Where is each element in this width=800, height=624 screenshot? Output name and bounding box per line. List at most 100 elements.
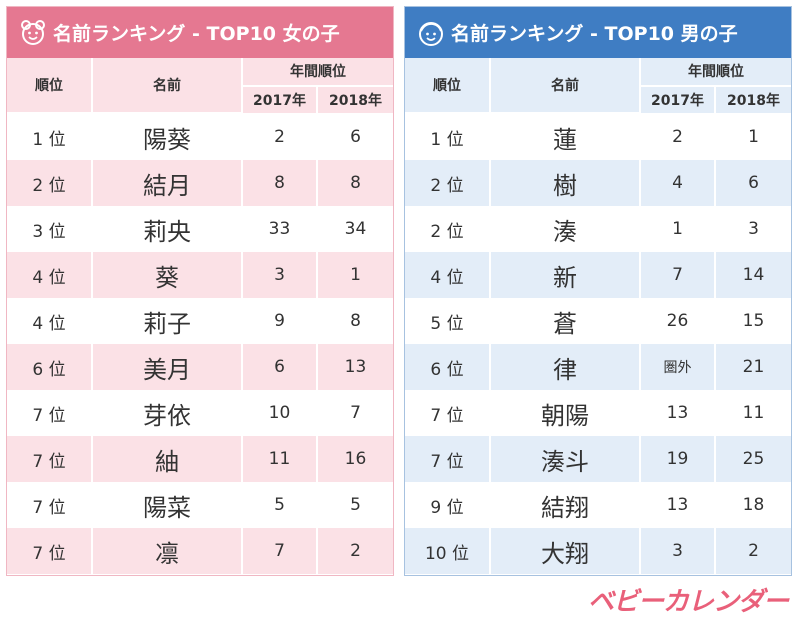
year-2018-header: 2018年 <box>715 85 791 113</box>
rank-column-header: 順位 <box>405 58 491 114</box>
boys-panel-title: 名前ランキング - TOP10 男の子 <box>451 23 738 45</box>
year-2018-cell: 2 <box>317 528 393 574</box>
year-2018-cell: 14 <box>715 252 791 298</box>
table-row: 4 位莉子 9 8 <box>7 298 393 344</box>
table-row: 9 位結翔 13 18 <box>405 482 791 528</box>
name-cell: 結月 <box>92 160 243 206</box>
name-cell: 紬 <box>92 436 243 482</box>
year-2017-cell: 3 <box>640 528 716 574</box>
year-2017-cell: 5 <box>242 482 318 528</box>
year-2018-cell: 16 <box>317 436 393 482</box>
year-2017-cell: 3 <box>242 252 318 298</box>
name-column-header: 名前 <box>92 58 243 114</box>
table-row: 5 位蒼 26 15 <box>405 298 791 344</box>
year-2018-cell: 8 <box>317 160 393 206</box>
year-2018-cell: 7 <box>317 390 393 436</box>
rank-cell: 2 位 <box>7 160 93 206</box>
year-2017-cell: 7 <box>242 528 318 574</box>
name-cell: 結翔 <box>490 482 641 528</box>
year-2017-cell: 13 <box>640 482 716 528</box>
rank-cell: 2 位 <box>405 206 491 252</box>
year-2017-cell: 6 <box>242 344 318 390</box>
rank-cell: 4 位 <box>7 298 93 344</box>
name-cell: 蓮 <box>490 113 641 160</box>
year-2018-cell: 15 <box>715 298 791 344</box>
year-2018-cell: 2 <box>715 528 791 574</box>
table-row: 4 位新 7 14 <box>405 252 791 298</box>
year-2017-cell: 2 <box>242 113 318 160</box>
table-row: 10 位大翔 3 2 <box>405 528 791 574</box>
rank-column-header: 順位 <box>7 58 93 114</box>
year-2018-cell: 21 <box>715 344 791 390</box>
table-row: 3 位莉央 33 34 <box>7 206 393 252</box>
boys-panel-header: 名前ランキング - TOP10 男の子 <box>405 7 791 58</box>
table-row: 6 位律圏外 21 <box>405 344 791 390</box>
year-2017-cell: 1 <box>640 206 716 252</box>
year-2017-cell: 11 <box>242 436 318 482</box>
girls-panel-header: 名前ランキング - TOP10 女の子 <box>7 7 393 58</box>
name-cell: 湊 <box>490 206 641 252</box>
name-cell: 芽依 <box>92 390 243 436</box>
year-2017-header: 2017年 <box>640 85 716 113</box>
rank-cell: 7 位 <box>405 390 491 436</box>
year-2018-cell: 34 <box>317 206 393 252</box>
table-row: 7 位紬 11 16 <box>7 436 393 482</box>
table-row: 2 位結月 8 8 <box>7 160 393 206</box>
name-cell: 朝陽 <box>490 390 641 436</box>
name-cell: 美月 <box>92 344 243 390</box>
year-2018-cell: 6 <box>317 113 393 160</box>
year-2018-cell: 25 <box>715 436 791 482</box>
year-2017-cell: 2 <box>640 113 716 160</box>
rank-cell: 3 位 <box>7 206 93 252</box>
name-cell: 葵 <box>92 252 243 298</box>
rank-cell: 5 位 <box>405 298 491 344</box>
rank-cell: 1 位 <box>7 113 93 160</box>
girls-panel-title: 名前ランキング - TOP10 女の子 <box>53 23 340 45</box>
year-2017-cell: 13 <box>640 390 716 436</box>
name-cell: 樹 <box>490 160 641 206</box>
name-cell: 新 <box>490 252 641 298</box>
rank-cell: 7 位 <box>7 528 93 574</box>
year-2017-cell: 26 <box>640 298 716 344</box>
year-2018-cell: 6 <box>715 160 791 206</box>
annual-rank-header: 年間順位 <box>640 58 791 87</box>
year-2018-cell: 18 <box>715 482 791 528</box>
name-cell: 陽菜 <box>92 482 243 528</box>
rank-cell: 4 位 <box>7 252 93 298</box>
name-cell: 陽葵 <box>92 113 243 160</box>
name-cell: 蒼 <box>490 298 641 344</box>
year-2018-cell: 1 <box>715 113 791 160</box>
year-2017-cell: 7 <box>640 252 716 298</box>
year-2017-cell: 10 <box>242 390 318 436</box>
boy-face-icon <box>419 21 443 46</box>
name-cell: 莉子 <box>92 298 243 344</box>
name-column-header: 名前 <box>490 58 641 114</box>
rank-cell: 6 位 <box>7 344 93 390</box>
year-2018-cell: 1 <box>317 252 393 298</box>
rank-cell: 7 位 <box>7 482 93 528</box>
table-row: 7 位朝陽 13 11 <box>405 390 791 436</box>
name-cell: 莉央 <box>92 206 243 252</box>
rank-cell: 6 位 <box>405 344 491 390</box>
year-2017-header: 2017年 <box>242 85 318 113</box>
rank-cell: 7 位 <box>7 390 93 436</box>
rank-cell: 9 位 <box>405 482 491 528</box>
year-2018-header: 2018年 <box>317 85 393 113</box>
rank-cell: 4 位 <box>405 252 491 298</box>
girls-ranking-panel: 名前ランキング - TOP10 女の子 順位 名前 年間順位 2017年 201… <box>6 6 394 576</box>
table-row: 7 位芽依 10 7 <box>7 390 393 436</box>
rank-cell: 1 位 <box>405 113 491 160</box>
name-cell: 湊斗 <box>490 436 641 482</box>
rank-cell: 10 位 <box>405 528 491 574</box>
year-2017-cell: 8 <box>242 160 318 206</box>
year-2017-cell: 19 <box>640 436 716 482</box>
annual-rank-header: 年間順位 <box>242 58 393 87</box>
year-2018-cell: 11 <box>715 390 791 436</box>
table-row: 7 位陽菜 5 5 <box>7 482 393 528</box>
girls-ranking-table: 順位 名前 年間順位 2017年 2018年 1 位陽葵 2 6 2 位結月 8 8 3 位… <box>7 58 393 574</box>
